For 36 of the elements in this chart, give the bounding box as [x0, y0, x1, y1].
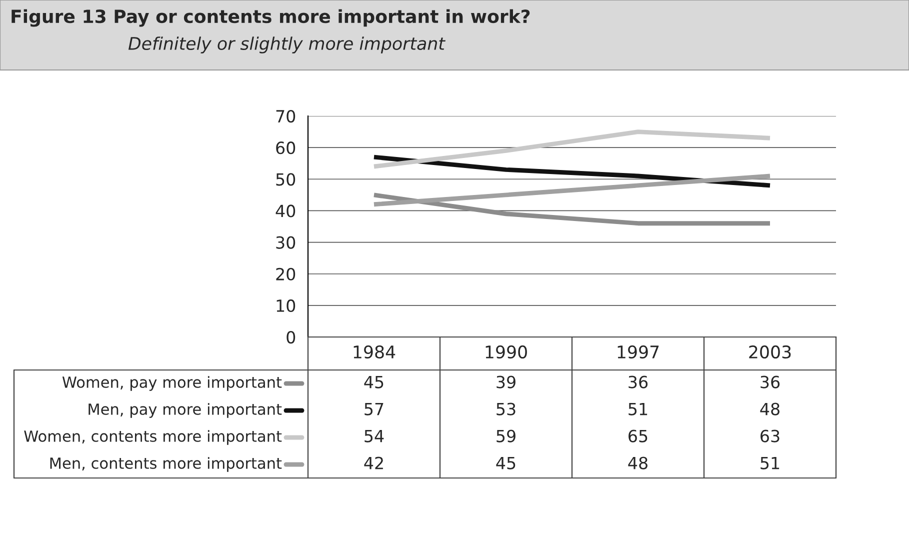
y-tick-label: 0 [286, 330, 296, 344]
legend-label: Men, pay more important [88, 403, 282, 418]
data-label: 63 [760, 430, 780, 442]
data-label: 42 [364, 456, 383, 470]
x-tick-label: 1984 [354, 345, 396, 359]
y-tick-label: 10 [276, 299, 296, 312]
data-label: 54 [364, 430, 384, 442]
data-label: 36 [760, 376, 780, 388]
data-label: 51 [760, 456, 780, 470]
data-label: 59 [496, 430, 516, 442]
data-label: 45 [364, 376, 384, 388]
line-series [372, 130, 772, 169]
data-label: 65 [628, 430, 648, 442]
legend-label: Women, pay more important [62, 376, 282, 391]
data-label: 45 [496, 456, 516, 470]
x-tick-label: 1990 [486, 345, 527, 359]
chart-title: Figure 13 Pay or contents more important in work? [12, 9, 530, 27]
data-label: 51 [628, 402, 648, 416]
x-tick-label: 2003 [749, 345, 791, 359]
data-label: 57 [364, 402, 384, 416]
y-tick-label: 40 [276, 204, 296, 218]
y-tick-label: 20 [276, 268, 296, 280]
legend-label: Men, contents more important [50, 457, 282, 472]
y-tick-label: 70 [276, 110, 296, 123]
data-label: 48 [628, 456, 648, 470]
data-label: 39 [496, 376, 516, 388]
y-tick-label: 30 [276, 236, 296, 249]
data-label: 48 [760, 402, 780, 416]
data-label: 36 [628, 376, 648, 388]
legend-label: Women, contents more important [24, 430, 282, 445]
y-tick-label: 50 [276, 173, 296, 186]
chart-subtitle: Definitely or slightly more important [128, 36, 446, 54]
y-tick-label: 60 [276, 142, 296, 154]
x-tick-label: 1997 [618, 345, 659, 359]
data-label: 53 [496, 402, 516, 416]
line-series [372, 174, 772, 207]
